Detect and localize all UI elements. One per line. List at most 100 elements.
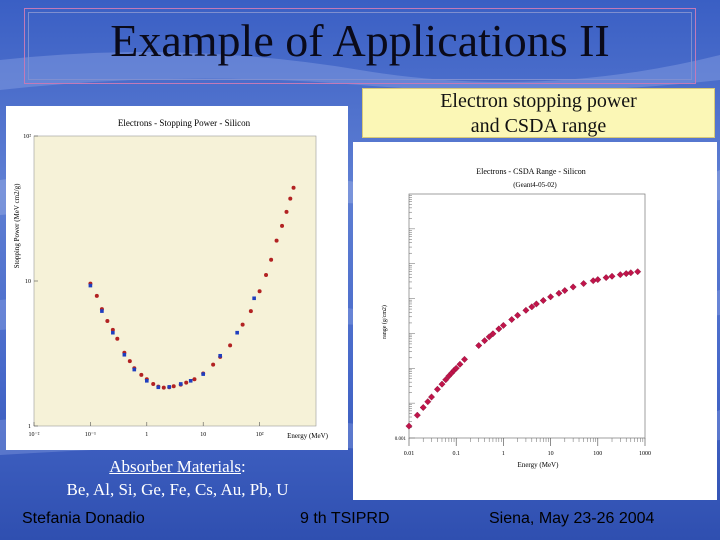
chart1-point-series0 xyxy=(475,342,483,349)
chart1-point-series0 xyxy=(485,333,493,341)
chart0-point-series1 xyxy=(218,353,222,358)
absorber-colon: : xyxy=(240,457,246,476)
chart1-point-series0 xyxy=(616,271,624,279)
chart1-point-series0 xyxy=(461,355,468,363)
slide-title: Example of Applications II xyxy=(110,15,610,66)
chart0-point-series0 xyxy=(192,377,197,382)
chart1-title: Electrons - CSDA Range - Silicon xyxy=(476,167,586,176)
chart0-point-series1 xyxy=(122,352,127,357)
chart1-point-series0 xyxy=(594,276,602,284)
stopping-power-chart: Electrons - Stopping Power - Silicon 10⁻… xyxy=(13,118,329,440)
chart1-point-series0 xyxy=(522,306,530,314)
title-frame xyxy=(24,8,696,84)
chart1-xtick-label: 1000 xyxy=(639,451,651,457)
chart0-point-series0 xyxy=(269,257,274,262)
chart1-point-series0 xyxy=(608,272,616,280)
chart0-point-series1 xyxy=(188,378,193,383)
chart1-xlabel: Energy (MeV) xyxy=(518,461,560,469)
chart0-xtick-label: 10⁻² xyxy=(29,432,40,438)
chart0-xtick-label: 10² xyxy=(256,432,264,438)
chart1-point-series0 xyxy=(602,274,610,282)
chart0-xtick-label: 10 xyxy=(200,432,206,438)
chart1-point-series0 xyxy=(405,422,413,430)
chart1-point-series0 xyxy=(424,398,432,406)
chart0-point-series1 xyxy=(235,330,239,335)
footer-conference: 9 th TSIPRD xyxy=(300,510,390,527)
chart0-point-series0 xyxy=(280,223,285,228)
chart1-point-series0 xyxy=(532,300,540,308)
chart1-point-series0 xyxy=(452,364,460,372)
chart1-point-series0 xyxy=(428,393,436,401)
chart1-xtick-label: 0.01 xyxy=(404,451,415,457)
chart1-point-series0 xyxy=(489,330,497,338)
chart0-point-series1 xyxy=(156,385,161,390)
chart1-point-series0 xyxy=(627,269,635,277)
chart1-point-series0 xyxy=(514,311,522,319)
footer-author: Stefania Donadio xyxy=(22,510,145,527)
chart0-point-series0 xyxy=(127,359,132,364)
chart1-subtitle: (Geant4-05-02) xyxy=(513,181,557,189)
chart0-point-series0 xyxy=(248,309,253,314)
chart1-point-series0 xyxy=(433,385,441,393)
chart0-point-series0 xyxy=(161,385,166,390)
chart0-xlabel: Energy (MeV) xyxy=(287,432,329,440)
chart1-xtick-label: 100 xyxy=(593,451,602,457)
chart0-ytick-label: 10² xyxy=(23,134,31,140)
chart0-ytick-label: 1 xyxy=(28,424,31,430)
chart0-point-series1 xyxy=(167,385,172,389)
chart1-point-series0 xyxy=(481,337,489,345)
callout-box: Electron stopping power and CSDA range xyxy=(362,88,715,138)
chart1-point-series0 xyxy=(456,360,464,368)
chart1-point-series0 xyxy=(499,321,507,329)
chart1-point-series0 xyxy=(413,411,421,419)
chart0-point-series0 xyxy=(228,343,233,348)
absorber-label: Absorber Materials xyxy=(109,457,241,476)
chart1-point-series0 xyxy=(634,268,642,276)
chart0-point-series1 xyxy=(252,296,256,301)
chart0-point-series1 xyxy=(145,378,149,383)
callout-line-1: Electron stopping power xyxy=(440,90,637,112)
chart0-xtick-label: 10⁻¹ xyxy=(85,432,96,438)
chart1-point-series0 xyxy=(539,297,547,304)
chart1-point-series0 xyxy=(419,404,427,411)
chart0-point-series1 xyxy=(178,382,183,386)
chart0-point-series0 xyxy=(105,318,110,323)
chart1-point-series0 xyxy=(580,280,588,288)
chart0-plot-area xyxy=(33,135,317,427)
chart1-point-series0 xyxy=(555,289,563,297)
chart0-point-series0 xyxy=(184,380,189,385)
chart1-plot-area xyxy=(408,193,646,439)
chart1-xtick-label: 10 xyxy=(548,451,554,457)
csda-range-plot: Electrons - CSDA Range - Silicon (Geant4… xyxy=(353,142,717,500)
chart1-xtick-label: 1 xyxy=(502,451,505,457)
chart0-point-series1 xyxy=(201,372,205,376)
chart0-point-series0 xyxy=(211,362,216,367)
chart0-xtick-label: 1 xyxy=(145,432,148,438)
chart0-point-series0 xyxy=(274,238,279,243)
chart0-point-series0 xyxy=(139,372,144,377)
chart0-point-series1 xyxy=(132,367,137,372)
chart1-point-series0 xyxy=(528,303,536,311)
chart1-point-series0 xyxy=(547,293,555,301)
chart0-point-series0 xyxy=(94,293,99,298)
chart1-point-series0 xyxy=(561,287,569,295)
chart0-point-series0 xyxy=(171,384,176,389)
chart1-point-series0 xyxy=(442,376,450,384)
chart0-point-series0 xyxy=(115,336,120,341)
csda-range-chart: Electrons - CSDA Range - Silicon (Geant4… xyxy=(381,167,651,469)
callout-line-2: and CSDA range xyxy=(470,115,607,137)
absorber-list: Be, Al, Si, Ge, Fe, Cs, Au, Pb, U xyxy=(66,480,289,499)
chart0-point-series0 xyxy=(264,272,269,277)
chart0-point-series0 xyxy=(284,209,289,214)
chart1-point-series0 xyxy=(508,316,516,324)
chart0-point-series0 xyxy=(151,381,156,386)
chart1-ytick-label: 0.001 xyxy=(395,437,407,442)
chart1-point-series0 xyxy=(495,325,503,333)
chart1-xtick-label: 0.1 xyxy=(452,451,460,457)
stopping-power-plot: Electrons - Stopping Power - Silicon 10⁻… xyxy=(6,106,348,450)
chart1-ylabel: range (g/cm2) xyxy=(381,305,388,339)
chart0-title: Electrons - Stopping Power - Silicon xyxy=(118,118,251,128)
chart0-ylabel: Stopping Power (MeV cm2/g) xyxy=(13,183,21,269)
chart0-point-series1 xyxy=(100,309,104,313)
chart0-point-series0 xyxy=(288,196,293,201)
